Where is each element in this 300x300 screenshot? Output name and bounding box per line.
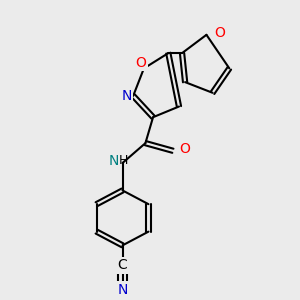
Text: N: N	[117, 283, 128, 297]
Text: N: N	[109, 154, 119, 167]
Text: N: N	[121, 89, 132, 103]
Text: O: O	[214, 26, 225, 40]
Text: O: O	[180, 142, 190, 156]
Text: C: C	[118, 258, 128, 272]
Text: O: O	[135, 56, 146, 70]
Text: H: H	[119, 154, 129, 167]
